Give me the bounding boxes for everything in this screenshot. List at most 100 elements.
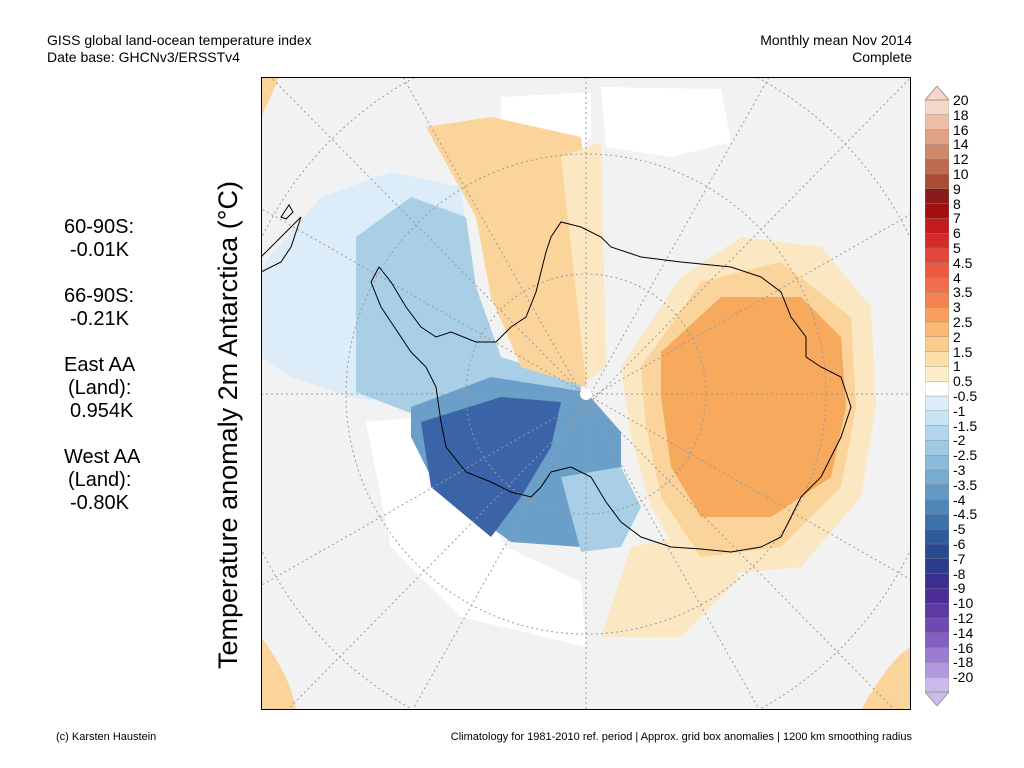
stat-value: -0.01K [70,239,129,261]
colorbar-cell [925,425,949,441]
colorbar-tick-label: 4.5 [953,254,973,271]
anomaly-light-warm [561,142,606,382]
colorbar-cell [925,617,949,634]
colorbar-tick-label: 12 [953,151,969,168]
south-america-coastline [261,216,302,273]
colorbar-tick-label: 7 [953,210,961,227]
colorbar-tick-label: 6 [953,225,961,242]
footnote: Climatology for 1981-2010 ref. period | … [450,731,912,743]
colorbar-tick-label: -1.5 [953,417,978,434]
colorbar-cell [925,514,949,530]
colorbar-tick-label: -18 [953,654,974,671]
colorbar-cell [925,218,949,234]
pole-marker [580,388,592,400]
colorbar-tick-label: -12 [953,610,974,626]
corner-anomaly [261,637,296,710]
colorbar-cell [925,632,949,649]
anomaly-near-zero [366,417,586,647]
stat-label: 60-90S: [64,216,135,238]
colorbar-cell [925,173,949,190]
colorbar-tick-label: 1 [953,358,961,375]
stat-label: West AA [64,446,141,468]
period-line-1: Monthly mean Nov 2014 [760,32,912,48]
anomaly-near-zero [601,87,731,157]
anomaly-moderate-warm [426,117,591,387]
colorbar-cell [925,469,949,486]
colorbar-tick-label: 0.5 [953,373,973,390]
regional-stats: 60-90S: -0.01K 66-90S: -0.21K East AA (L… [64,216,204,538]
colorbar-cell [925,114,949,131]
stat-west-aa: West AA (Land): -0.80K [64,446,204,515]
colorbar-tick-label: -4.5 [953,506,978,523]
map-title: GISS global land-ocean temperature index… [47,32,312,66]
colorbar-cell [925,129,949,145]
colorbar-cell [925,99,949,116]
colorbar-tick-label: -5 [953,521,966,538]
colorbar-tick-label: -1 [953,402,966,419]
colorbar-tick-label: 2.5 [953,314,973,330]
colorbar-tick-label: -16 [953,639,974,656]
colorbar-tick-label: -9 [953,580,966,597]
colorbar-tick-label: 3 [953,299,961,316]
polar-map[interactable] [261,77,911,710]
colorbar-cell [925,603,949,619]
anomaly-strong-warm [661,297,846,517]
colorbar-cell [925,558,949,575]
axis-label: Temperature anomaly 2m Antarctica (°C) [213,181,243,669]
colorbar-cell [925,455,949,471]
colorbar-cell [925,573,949,589]
colorbar-cell [925,321,949,338]
corner-anomaly [861,647,911,710]
colorbar-tick-label: -14 [953,624,974,641]
colorbar-tick-label: 9 [953,180,961,197]
colorbar-cell [925,647,949,663]
colorbar-cell [925,336,949,353]
colorbar-cell [925,662,949,678]
colorbar-cells [925,99,949,693]
colorbar-cell [925,277,949,293]
title-line-1: GISS global land-ocean temperature index [47,32,312,48]
colorbar-cell [925,677,949,693]
colorbar-cell [925,292,949,308]
colorbar-cell [925,203,949,219]
colorbar-cell [925,440,949,456]
colorbar-cell [925,158,949,175]
colorbar-tick-label: 5 [953,240,961,256]
colorbar-tick-label: 10 [953,166,969,182]
title-line-2: Date base: GHCNv3/ERSSTv4 [47,49,240,65]
colorbar-cell [925,529,949,545]
colorbar-tick-label: -7 [953,550,966,567]
stat-60-90s: 60-90S: -0.01K [64,216,204,262]
graticule [261,77,911,710]
colorbar-tick-label: -2 [953,432,966,449]
colorbar-tick-label: 4 [953,269,961,286]
colorbar-cell [925,410,949,427]
stat-east-aa: East AA (Land): 0.954K [64,354,204,423]
colorbar-tick-label: -6 [953,536,966,552]
colorbar-tick-label: 14 [953,136,969,153]
colorbar-cell [925,262,949,279]
colorbar-cell [925,306,949,323]
colorbar-cell [925,381,949,397]
colorbar-cell [925,588,949,604]
colorbar-top-arrow [925,86,949,101]
stat-label-2: (Land): [68,469,132,491]
colorbar-tick-label: 18 [953,106,969,123]
colorbar-tick-label: -20 [953,669,974,686]
colorbar-cell [925,351,949,367]
colorbar-cell [925,144,949,160]
period-info: Monthly mean Nov 2014 Complete [760,32,912,66]
stat-value: -0.21K [70,308,129,330]
colorbar [925,86,949,706]
colorbar-tick-label: 16 [953,121,969,138]
anomaly-deep-cool [421,397,561,537]
colorbar-tick-label: -10 [953,595,974,612]
colorbar-cell [925,232,949,249]
colorbar-cell [925,484,949,501]
colorbar-tick-label: -3.5 [953,476,978,493]
stat-label: 66-90S: [64,285,135,307]
island-coastline [280,204,294,220]
credit: (c) Karsten Haustein [56,731,157,743]
colorbar-tick-label: -0.5 [953,388,978,404]
colorbar-cell [925,543,949,560]
